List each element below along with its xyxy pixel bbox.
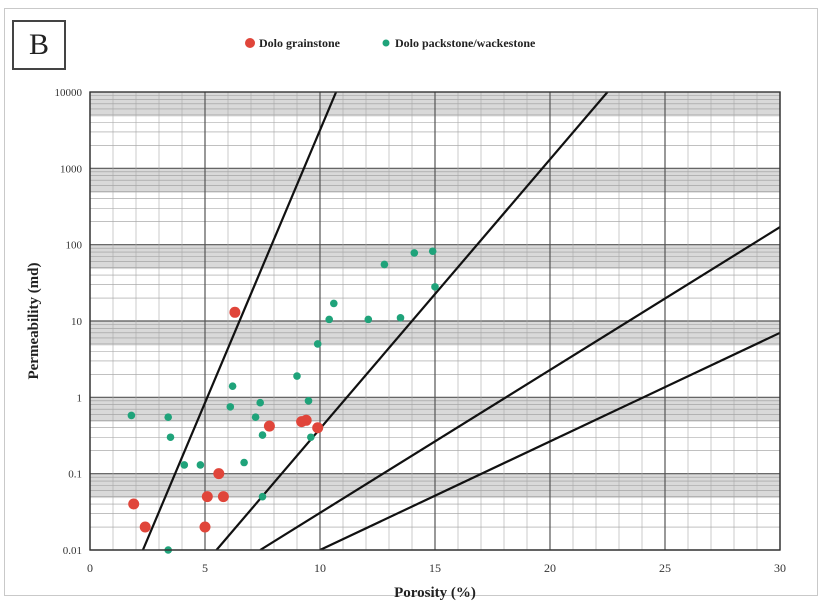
data-point (251, 413, 260, 421)
data-point (166, 433, 175, 442)
data-point (258, 492, 267, 501)
reference-line (141, 92, 338, 550)
x-tick-label: 0 (87, 561, 93, 575)
x-axis-label: Porosity (%) (394, 585, 476, 601)
data-point (258, 431, 267, 439)
chart-legend: Dolo grainstone Dolo packstone/wackestone (245, 36, 536, 50)
legend-marker (382, 39, 390, 47)
legend-label: Dolo packstone/wackestone (395, 36, 536, 50)
data-point (396, 314, 405, 322)
data-point (431, 283, 439, 291)
data-point (217, 491, 229, 503)
data-point (127, 411, 136, 420)
data-point (313, 340, 322, 348)
data-point (128, 498, 140, 510)
data-point (201, 491, 213, 503)
x-tick-label: 20 (544, 561, 556, 575)
reference-line (319, 331, 780, 550)
x-tick-label: 10 (314, 561, 326, 575)
data-point (304, 397, 313, 405)
y-tick-label: 1 (77, 392, 83, 404)
data-point (307, 433, 315, 442)
reference-line (215, 92, 609, 550)
data-point (196, 461, 205, 469)
y-tick-label: 0.1 (68, 469, 82, 481)
x-tick-label: 5 (202, 561, 208, 575)
data-point (139, 521, 151, 533)
data-point (428, 247, 437, 256)
y-axis-label: Permeability (md) (26, 262, 42, 379)
chart-axes: 0 5 10 15 20 25 30 0.01 0.1 1 10 100 1000 10000 Porosi… (26, 87, 786, 601)
data-point (325, 315, 334, 324)
data-point (293, 372, 301, 380)
reference-line (259, 226, 780, 550)
x-tick-label: 15 (429, 561, 441, 575)
data-point (256, 398, 265, 407)
y-tick-label: 100 (66, 240, 83, 252)
data-point (199, 521, 211, 533)
y-tick-label: 1000 (60, 163, 83, 175)
data-point (330, 299, 338, 308)
data-point (240, 458, 248, 467)
data-point (312, 422, 324, 434)
data-point (228, 382, 237, 390)
data-point (164, 413, 172, 421)
data-point (380, 260, 389, 269)
data-point (229, 306, 241, 318)
data-point (410, 249, 419, 257)
data-point (300, 414, 312, 426)
y-tick-label: 10000 (55, 87, 83, 99)
data-point (226, 403, 235, 411)
reference-lines (141, 92, 780, 550)
x-tick-label: 30 (774, 561, 786, 575)
y-tick-label: 0.01 (63, 545, 82, 557)
y-tick-label: 10 (71, 316, 83, 328)
figure-frame (4, 8, 818, 596)
data-point (213, 468, 225, 480)
plot-border (89, 91, 781, 551)
data-point (180, 461, 189, 469)
legend-label: Dolo grainstone (259, 36, 341, 50)
x-tick-label: 25 (659, 561, 671, 575)
legend-marker (245, 38, 255, 48)
data-point (364, 315, 373, 324)
panel-label: B (12, 20, 66, 70)
data-point (263, 420, 275, 432)
